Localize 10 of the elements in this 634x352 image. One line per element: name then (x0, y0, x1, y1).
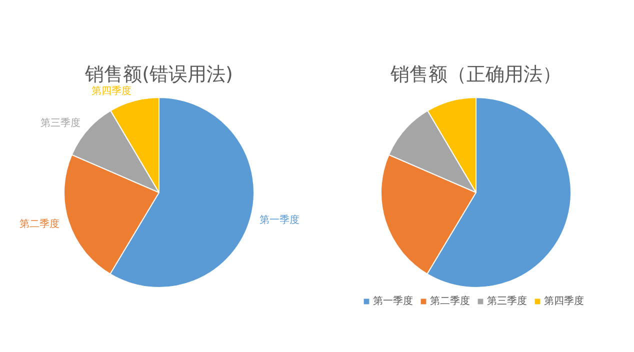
slice-label: 第四季度 (91, 85, 132, 98)
slice-label: 第二季度 (20, 218, 60, 230)
legend-label: 第三季度 (487, 294, 527, 308)
slice-label: 第一季度 (260, 214, 300, 226)
chart-title: 销售额（正确用法） (390, 64, 562, 86)
legend-label: 第一季度 (373, 294, 413, 308)
slice-label: 第三季度 (40, 116, 81, 129)
legend-label: 第四季度 (544, 294, 584, 308)
chart-title: 销售额(错误用法) (84, 64, 233, 86)
legend-label: 第二季度 (430, 294, 470, 308)
